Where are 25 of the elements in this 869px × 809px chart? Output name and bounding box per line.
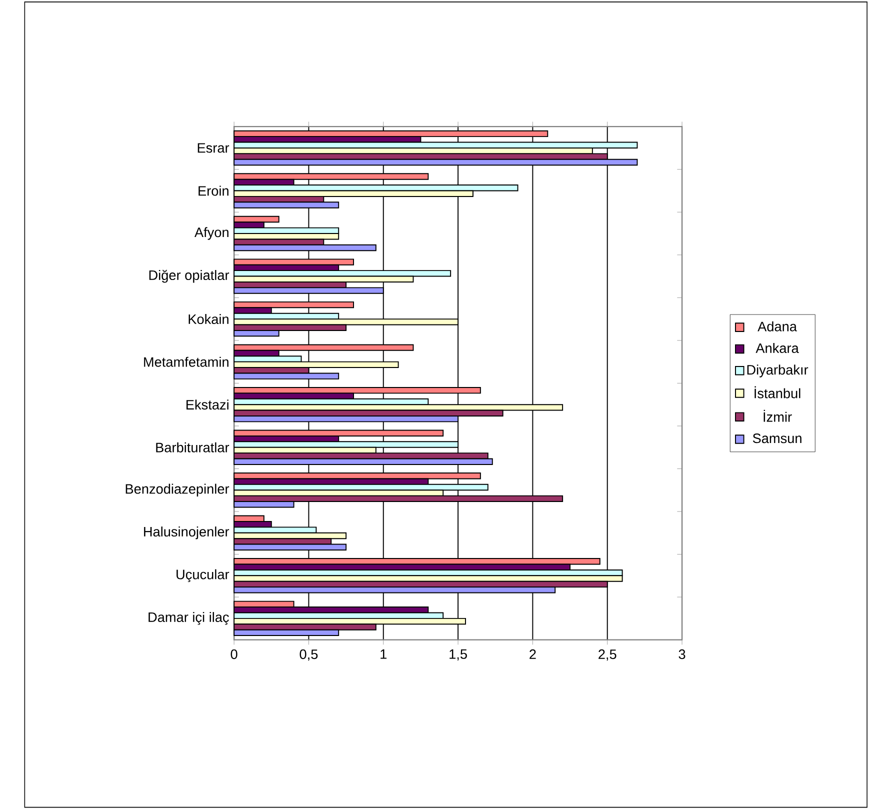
y-tick-label: Benzodiazepinler bbox=[126, 484, 230, 496]
y-tick-label: Halusinojenler bbox=[144, 526, 230, 540]
legend-label: Adana bbox=[758, 321, 797, 332]
legend-label: Ankara bbox=[756, 342, 799, 353]
x-tick-label: 0 bbox=[230, 649, 238, 659]
y-tick-label: Kokain bbox=[188, 314, 228, 324]
y-tick-label: Barbituratlar bbox=[156, 442, 230, 452]
y-tick-label: Uçucular bbox=[176, 569, 230, 582]
x-tick-label: 0,5 bbox=[300, 649, 318, 661]
x-tick-label: 1,5 bbox=[450, 649, 467, 660]
legend-label: Diyarbakır bbox=[747, 364, 808, 378]
legend-label: İstanbul bbox=[754, 386, 800, 398]
legend-label: Samsun bbox=[752, 433, 802, 444]
x-tick-label: 2,5 bbox=[598, 649, 616, 661]
y-tick-label: Diğer opiatlar bbox=[149, 270, 230, 283]
y-tick-label: Damar içi ilaç bbox=[148, 612, 229, 625]
x-tick-label: 2 bbox=[530, 649, 536, 659]
y-tick-label: Ekstazi bbox=[186, 399, 228, 410]
x-tick-label: 3 bbox=[678, 649, 686, 659]
y-tick-label: Afyon bbox=[194, 227, 228, 240]
y-tick-label: Eroin bbox=[198, 186, 228, 196]
y-tick-label: Metamfetamin bbox=[144, 356, 228, 367]
legend-label: İzmir bbox=[764, 410, 792, 422]
y-tick-label: Esrar bbox=[198, 143, 230, 153]
x-tick-label: 1 bbox=[380, 649, 387, 659]
